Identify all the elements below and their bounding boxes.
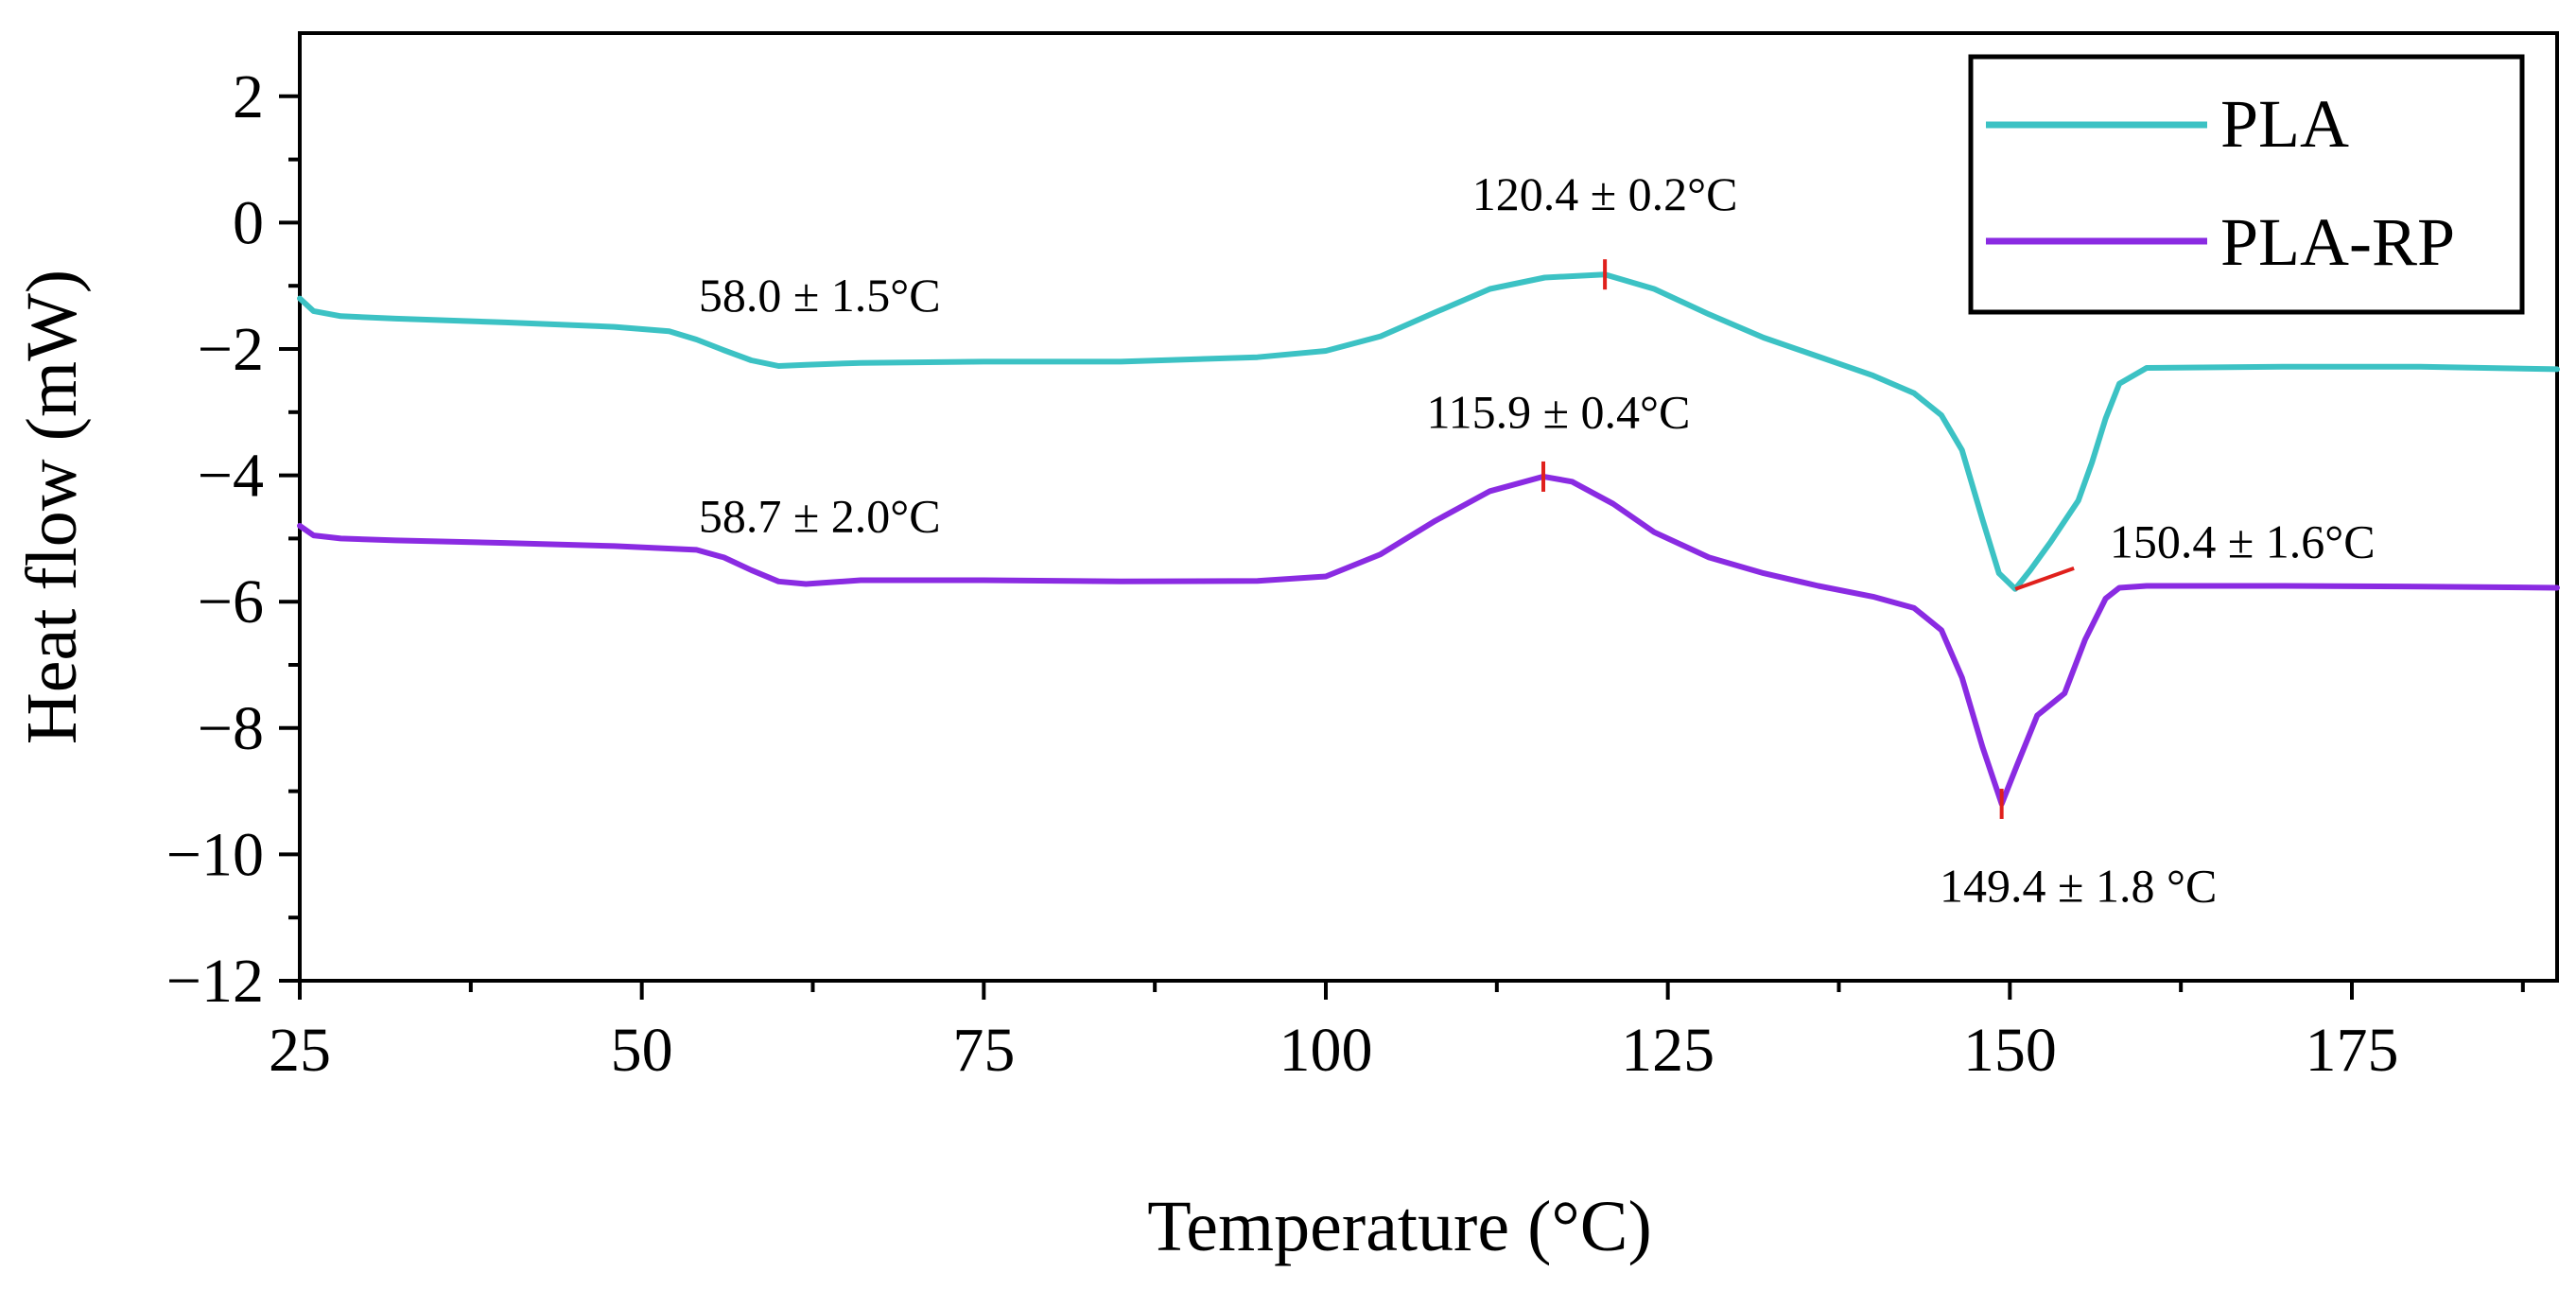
peak-annotation: 58.7 ± 2.0°C [699, 490, 941, 543]
y-tick-label: −12 [166, 947, 264, 1016]
y-tick-label: −4 [198, 442, 264, 511]
axis-ticks: 25 50 75 100 125 150 175 2 0 −2 −4 −6 −8 −10 −12 [166, 62, 2525, 1085]
legend-box [1968, 54, 2525, 315]
peak-annotation: 120.4 ± 0.2°C [1472, 167, 1738, 220]
x-tick-label: 100 [1279, 1016, 1373, 1085]
x-tick-label: 175 [2306, 1016, 2399, 1085]
legend: PLA PLA-RP [1968, 54, 2525, 315]
peak-markers [1541, 259, 2075, 819]
plot-area [298, 31, 2559, 983]
x-tick-label: 75 [952, 1016, 1015, 1085]
peak-annotation: 115.9 ± 0.4°C [1426, 386, 1690, 439]
y-tick-label: 0 [233, 188, 264, 257]
plot-frame [298, 31, 2559, 983]
x-axis-title: Temperature (°C) [1147, 1187, 1652, 1266]
peak-annotation: 149.4 ± 1.8 °C [1940, 860, 2217, 913]
legend-label-pla: PLA [2220, 86, 2349, 162]
x-tick-label: 150 [1963, 1016, 2057, 1085]
peak-marker [2014, 566, 2075, 591]
x-tick-label: 25 [269, 1016, 331, 1085]
y-tick-label: −8 [198, 694, 264, 763]
x-tick-label: 50 [611, 1016, 673, 1085]
y-axis-title: Heat flow (mW) [12, 270, 92, 744]
series-line-pla-rp [297, 473, 2560, 807]
y-tick-label: −10 [166, 820, 264, 889]
annotations: 58.0 ± 1.5°C 120.4 ± 0.2°C 150.4 ± 1.6°C 58… [699, 167, 2376, 912]
legend-label-pla-rp: PLA-RP [2220, 204, 2455, 280]
y-tick-label: −6 [198, 567, 264, 636]
y-tick-label: 2 [233, 62, 264, 131]
peak-annotation: 150.4 ± 1.6°C [2110, 514, 2376, 567]
x-tick-label: 125 [1621, 1016, 1714, 1085]
y-tick-label: −2 [198, 315, 264, 384]
peak-annotation: 58.0 ± 1.5°C [699, 269, 941, 322]
